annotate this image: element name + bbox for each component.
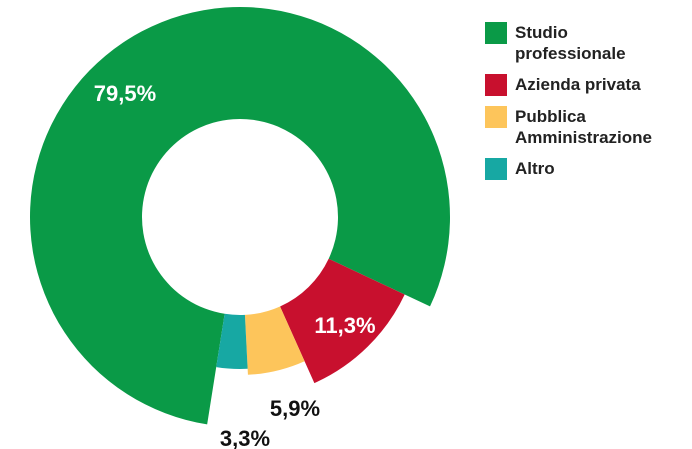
legend-item: Altro [485, 158, 660, 180]
donut-slice [244, 306, 305, 375]
legend-item: Studio professionale [485, 22, 660, 64]
legend-label: Azienda privata [515, 75, 641, 94]
legend-label: Pubblica Amministrazione [515, 107, 652, 147]
legend: Studio professionale Azienda privata Pubbl… [485, 22, 660, 190]
data-label: 5,9% [270, 396, 320, 421]
legend-item: Azienda privata [485, 74, 660, 96]
legend-label: Altro [515, 159, 555, 178]
donut-slice [29, 7, 450, 425]
data-label: 3,3% [220, 426, 270, 449]
legend-item: Pubblica Amministrazione [485, 106, 660, 148]
legend-swatch [485, 22, 507, 44]
donut-slice [280, 258, 405, 384]
legend-label: Studio professionale [515, 23, 626, 63]
legend-swatch [485, 106, 507, 128]
data-label: 79,5% [94, 81, 156, 106]
legend-swatch [485, 74, 507, 96]
data-label: 11,3% [314, 313, 375, 338]
donut-slice [216, 313, 248, 369]
legend-swatch [485, 158, 507, 180]
